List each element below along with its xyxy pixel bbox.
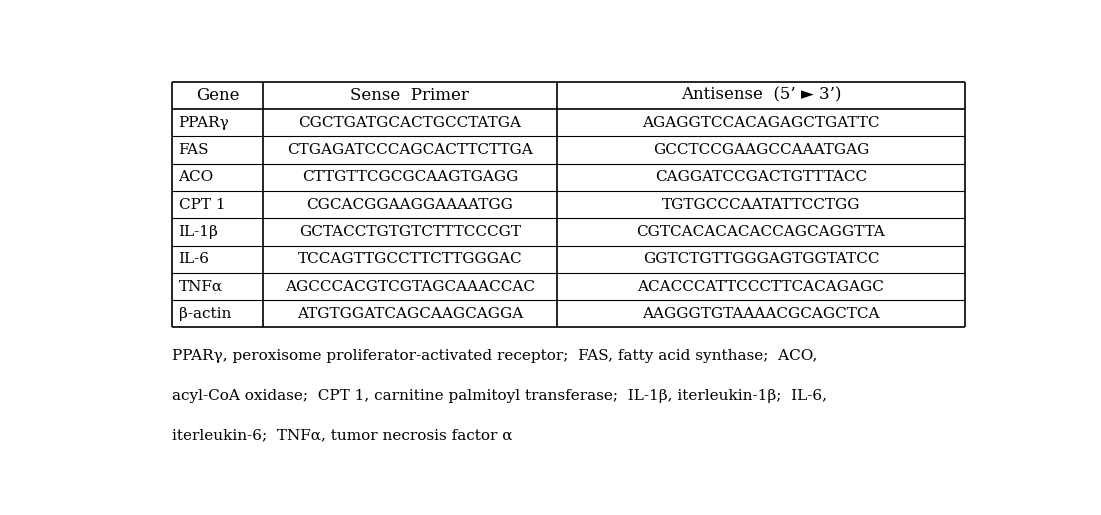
Text: CGTCACACACACCAGCAGGTTA: CGTCACACACACCAGCAGGTTA (636, 225, 885, 239)
Text: ACACCCATTCCCTTCACAGAGC: ACACCCATTCCCTTCACAGAGC (637, 280, 884, 294)
Text: TCCAGTTGCCTTCTTGGGAC: TCCAGTTGCCTTCTTGGGAC (297, 252, 522, 266)
Text: FAS: FAS (178, 143, 209, 157)
Text: TGTGCCCAATATTCCTGG: TGTGCCCAATATTCCTGG (662, 198, 860, 212)
Text: CTGAGATCCCAGCACTTCTTGA: CTGAGATCCCAGCACTTCTTGA (287, 143, 533, 157)
Text: Gene: Gene (196, 87, 239, 104)
Text: PPARγ: PPARγ (178, 115, 229, 130)
Text: CAGGATCCGACTGTTTACC: CAGGATCCGACTGTTTACC (655, 170, 866, 184)
Text: IL-6: IL-6 (178, 252, 209, 266)
Text: CGCTGATGCACTGCCTATGA: CGCTGATGCACTGCCTATGA (298, 115, 521, 130)
Text: CGCACGGAAGGAAAATGG: CGCACGGAAGGAAAATGG (306, 198, 513, 212)
Text: iterleukin-6;  TNFα, tumor necrosis factor α: iterleukin-6; TNFα, tumor necrosis facto… (172, 428, 512, 442)
Text: PPARγ, peroxisome proliferator-activated receptor;  FAS, fatty acid synthase;  A: PPARγ, peroxisome proliferator-activated… (172, 349, 817, 363)
Text: acyl-CoA oxidase;  CPT 1, carnitine palmitoyl transferase;  IL-1β, iterleukin-1β: acyl-CoA oxidase; CPT 1, carnitine palmi… (172, 389, 827, 403)
Text: AAGGGTGTAAAACGCAGCTCA: AAGGGTGTAAAACGCAGCTCA (642, 307, 880, 321)
Text: Antisense  (5’ ► 3’): Antisense (5’ ► 3’) (680, 87, 841, 104)
Text: AGAGGTCCACAGAGCTGATTC: AGAGGTCCACAGAGCTGATTC (642, 115, 880, 130)
Text: β-actin: β-actin (178, 307, 231, 321)
Text: ACO: ACO (178, 170, 214, 184)
Text: GCTACCTGTGTCTTTCCCGT: GCTACCTGTGTCTTTCCCGT (298, 225, 521, 239)
Text: CPT 1: CPT 1 (178, 198, 226, 212)
Text: AGCCCACGTCGTAGCAAACCAC: AGCCCACGTCGTAGCAAACCAC (285, 280, 535, 294)
Text: CTTGTTCGCGCAAGTGAGG: CTTGTTCGCGCAAGTGAGG (302, 170, 517, 184)
Text: IL-1β: IL-1β (178, 225, 218, 239)
Text: TNFα: TNFα (178, 280, 222, 294)
Text: Sense  Primer: Sense Primer (350, 87, 469, 104)
Text: ATGTGGATCAGCAAGCAGGA: ATGTGGATCAGCAAGCAGGA (296, 307, 523, 321)
Text: GGTCTGTTGGGAGTGGTATCC: GGTCTGTTGGGAGTGGTATCC (643, 252, 880, 266)
Text: GCCTCCGAAGCCAAATGAG: GCCTCCGAAGCCAAATGAG (653, 143, 869, 157)
